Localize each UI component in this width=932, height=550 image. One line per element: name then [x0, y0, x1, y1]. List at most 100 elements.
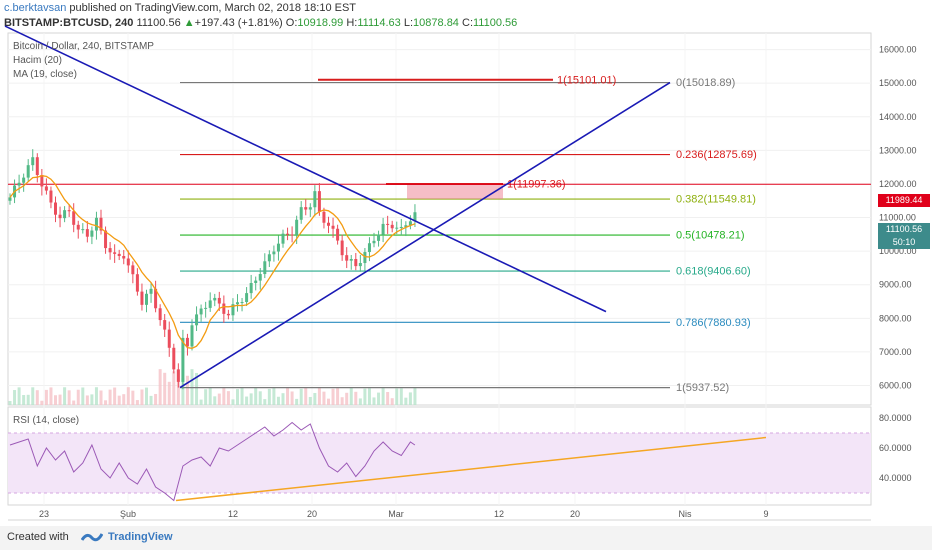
fib-level-label: 0(15018.89) — [676, 77, 735, 89]
volume-bar — [372, 397, 376, 405]
volume-bar — [58, 394, 62, 405]
volume-bar — [295, 398, 299, 405]
volume-bar — [263, 399, 267, 405]
candle-body — [149, 288, 153, 294]
volume-bar — [94, 387, 98, 405]
candle-body — [226, 313, 230, 316]
volume-bar — [313, 392, 317, 405]
candle-body — [217, 297, 221, 304]
tradingview-link[interactable]: TradingView — [108, 531, 173, 543]
volume-bar — [208, 387, 212, 405]
candle-body — [390, 224, 394, 229]
x-tick-label: Mar — [388, 509, 404, 519]
volume-bar — [149, 395, 153, 405]
candle-body — [249, 283, 253, 294]
volume-bar — [90, 394, 94, 405]
y-tick-label: 11000.00 — [879, 213, 916, 223]
volume-bar — [72, 400, 76, 405]
volume-bar — [240, 387, 244, 405]
rsi-trendline — [175, 436, 767, 502]
volume-bar — [172, 371, 176, 405]
open-value: 10918.99 — [297, 17, 344, 29]
volume-bar — [236, 389, 239, 405]
price-chart[interactable]: 0(15018.89) 0.236(12875.69) 0.382(11549.81… — [0, 0, 932, 526]
volume-bar — [204, 389, 208, 405]
candle-body — [54, 202, 57, 215]
volume-bar — [299, 388, 303, 405]
volume-bar — [317, 387, 321, 405]
candle-body — [63, 210, 67, 219]
volume-bar — [35, 390, 39, 405]
volume-bar — [145, 387, 148, 405]
volume-bar — [163, 372, 167, 405]
volume-bar — [117, 395, 121, 405]
candle-body — [404, 225, 408, 227]
candle-body — [295, 219, 299, 235]
volume-bar — [413, 387, 417, 405]
x-tick-label: Şub — [120, 509, 136, 519]
rsi-band — [8, 433, 871, 493]
candle-body — [204, 307, 208, 309]
candle-body — [363, 252, 367, 264]
candle-body — [317, 191, 321, 212]
candle-body — [281, 233, 285, 244]
fib-level-label: 1(5937.52) — [676, 382, 729, 394]
candle-body — [299, 207, 303, 220]
candle-body — [122, 256, 126, 259]
candle-body — [286, 233, 290, 235]
y-tick-label: 10000.00 — [879, 246, 917, 256]
chart-title: Bitcoin / Dollar, 240, BITSTAMP — [13, 41, 154, 52]
volume-bar — [54, 395, 57, 405]
volume-bar — [167, 381, 171, 405]
candle-body — [58, 214, 62, 219]
volume-bar — [185, 375, 189, 405]
volume-bar — [304, 388, 308, 405]
volume-bar — [386, 392, 390, 405]
volume-bar — [354, 391, 358, 405]
volume-legend: Hacim (20) — [13, 55, 62, 66]
volume-bar — [40, 400, 44, 405]
volume-bar — [327, 398, 330, 405]
volume-bar — [13, 390, 17, 405]
candle-body — [185, 337, 189, 347]
volume-bar — [22, 395, 26, 405]
price-panel-border — [7, 32, 872, 406]
volume-bar — [281, 393, 285, 405]
fib-level-label: 0.618(9406.60) — [676, 266, 751, 278]
x-tick-label: 20 — [570, 509, 580, 519]
volume-bar — [76, 389, 80, 405]
close-label: C: — [462, 17, 473, 29]
volume-bar — [390, 398, 394, 405]
volume-bar — [158, 369, 162, 405]
volume-bar — [340, 397, 344, 405]
candle-body — [367, 243, 371, 253]
candle-body — [354, 259, 358, 267]
volume-bar — [272, 387, 276, 405]
candle-body — [31, 157, 35, 166]
y-tick-label: 9000.00 — [879, 280, 912, 290]
candle-body — [208, 300, 212, 308]
volume-bar — [199, 399, 203, 405]
author-link[interactable]: c.berktavsan — [4, 2, 67, 14]
candle-body — [131, 265, 135, 275]
y-tick-label: 8000.00 — [879, 313, 912, 323]
x-tick-label: 23 — [39, 509, 49, 519]
candle-body — [40, 175, 44, 187]
rsi-tick-label: 40.0000 — [879, 473, 912, 483]
volume-bar — [181, 378, 185, 405]
candle-body — [22, 177, 26, 183]
volume-bar — [231, 399, 235, 405]
candle-body — [181, 337, 185, 382]
fib-level-label: 0.786(7880.93) — [676, 317, 751, 329]
ma-line — [9, 175, 416, 349]
countdown-tag: 50:10 — [878, 236, 930, 249]
last-price: 11100.56 — [136, 17, 181, 29]
candle-body — [213, 297, 217, 301]
volume-bar — [49, 387, 53, 405]
symbol: BITSTAMP:BTCUSD, 240 — [4, 17, 134, 29]
volume-bar — [44, 389, 48, 405]
candle-body — [345, 255, 349, 261]
rsi-legend: RSI (14, close) — [13, 415, 80, 426]
volume-bar — [336, 388, 340, 405]
ascending-trendline — [179, 81, 671, 389]
